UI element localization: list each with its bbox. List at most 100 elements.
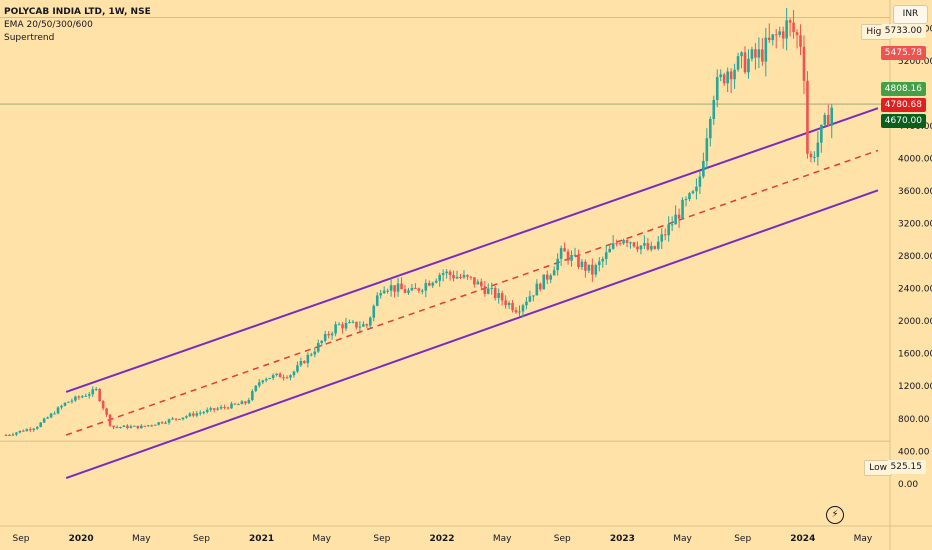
candle-body [414,287,417,289]
candle-body [778,31,781,35]
candle-body [622,239,625,244]
candle-body [334,324,337,334]
candle-body [28,429,32,431]
candle-body [438,274,441,281]
candle-body [774,34,778,36]
candle-body [22,430,25,432]
candle-body [653,246,657,249]
candle-body [240,401,244,405]
y-tick-label: 0.00 [898,480,918,490]
candle-body [417,288,421,291]
candle-body [299,361,303,366]
candle-body [181,417,185,420]
candle-body [434,280,438,283]
indicator-supertrend[interactable]: Supertrend [4,33,55,43]
x-tick-label: 2021 [249,534,274,544]
currency-button[interactable]: INR [893,5,928,24]
candle-body [459,276,462,278]
candle-body [695,186,698,192]
candle-body [11,434,15,436]
lightning-bolt-icon[interactable]: ⚡ [826,506,844,524]
candle-body [15,432,18,435]
x-tick-label: May [312,534,331,544]
y-tick-label: 400.00 [898,447,930,457]
candle-body [192,413,195,416]
red-price-tag-top: 5475.78 [880,46,926,60]
candle-body [323,333,327,341]
y-tick-label: 1200.00 [898,382,932,392]
candle-body [122,425,126,427]
candle-body [306,354,310,364]
candle-body [733,69,736,80]
candle-body [91,389,95,395]
candle-body [244,401,247,404]
candle-body [539,283,542,290]
candle-body [660,234,664,242]
candle-body [372,305,376,318]
chart-legend: POLYCAB INDIA LTD, 1W, NSE EMA 20/50/300… [4,6,151,45]
candle-body [35,426,39,429]
candle-body [171,418,174,420]
candle-body [355,321,358,328]
candle-body [667,224,670,236]
candle-body [594,265,598,275]
candle-body [591,264,594,275]
candle-body [136,425,140,429]
candle-body [226,407,230,409]
candle-body [826,114,830,126]
candle-body [445,271,448,274]
y-tick-label: 3200.00 [898,220,932,230]
candle-body [386,290,389,292]
x-tick-label: Sep [13,534,30,544]
candle-body [715,77,719,100]
candle-body [292,371,296,376]
candle-body [792,22,795,33]
candle-body [108,414,112,426]
candle-body [105,408,108,415]
candle-body [233,403,237,405]
candle-body [559,248,563,259]
candle-body [67,401,70,403]
candle-body [46,417,49,419]
candle-body [448,271,452,275]
candle-body [237,404,240,406]
x-tick-label: Sep [554,534,571,544]
candle-body [42,418,46,423]
candle-body [757,49,761,58]
candle-body [677,214,681,219]
candle-body [341,324,344,329]
candle-body [143,425,147,427]
candle-body [261,380,265,383]
low-value-tag: 525.15 [886,460,926,474]
candle-body [629,242,632,244]
candle-body [140,425,143,429]
candle-body [712,99,716,119]
candle-body [761,49,764,62]
candle-body [212,408,216,410]
candle-body [736,56,740,70]
candle-body [476,281,480,285]
candle-body [500,293,504,301]
indicator-ema[interactable]: EMA 20/50/300/600 [4,20,93,30]
candle-body [570,255,573,261]
candle-body [597,261,601,266]
candle-body [518,311,521,313]
current-price-tag: 4670.00 [880,114,926,128]
candle-body [198,412,202,414]
candle-body [549,275,553,280]
candle-body [608,248,611,253]
candle-body [431,282,435,286]
candle-body [310,354,313,356]
candle-body [771,34,775,41]
candle-body [650,246,653,250]
candle-body [382,290,386,294]
candle-body [164,422,167,424]
candle-body [393,285,396,292]
candle-body [87,394,91,396]
x-tick-label: 2024 [790,534,815,544]
candle-body [257,382,261,386]
candle-body [81,396,84,398]
candle-body [493,287,497,298]
candle-body [365,324,369,326]
